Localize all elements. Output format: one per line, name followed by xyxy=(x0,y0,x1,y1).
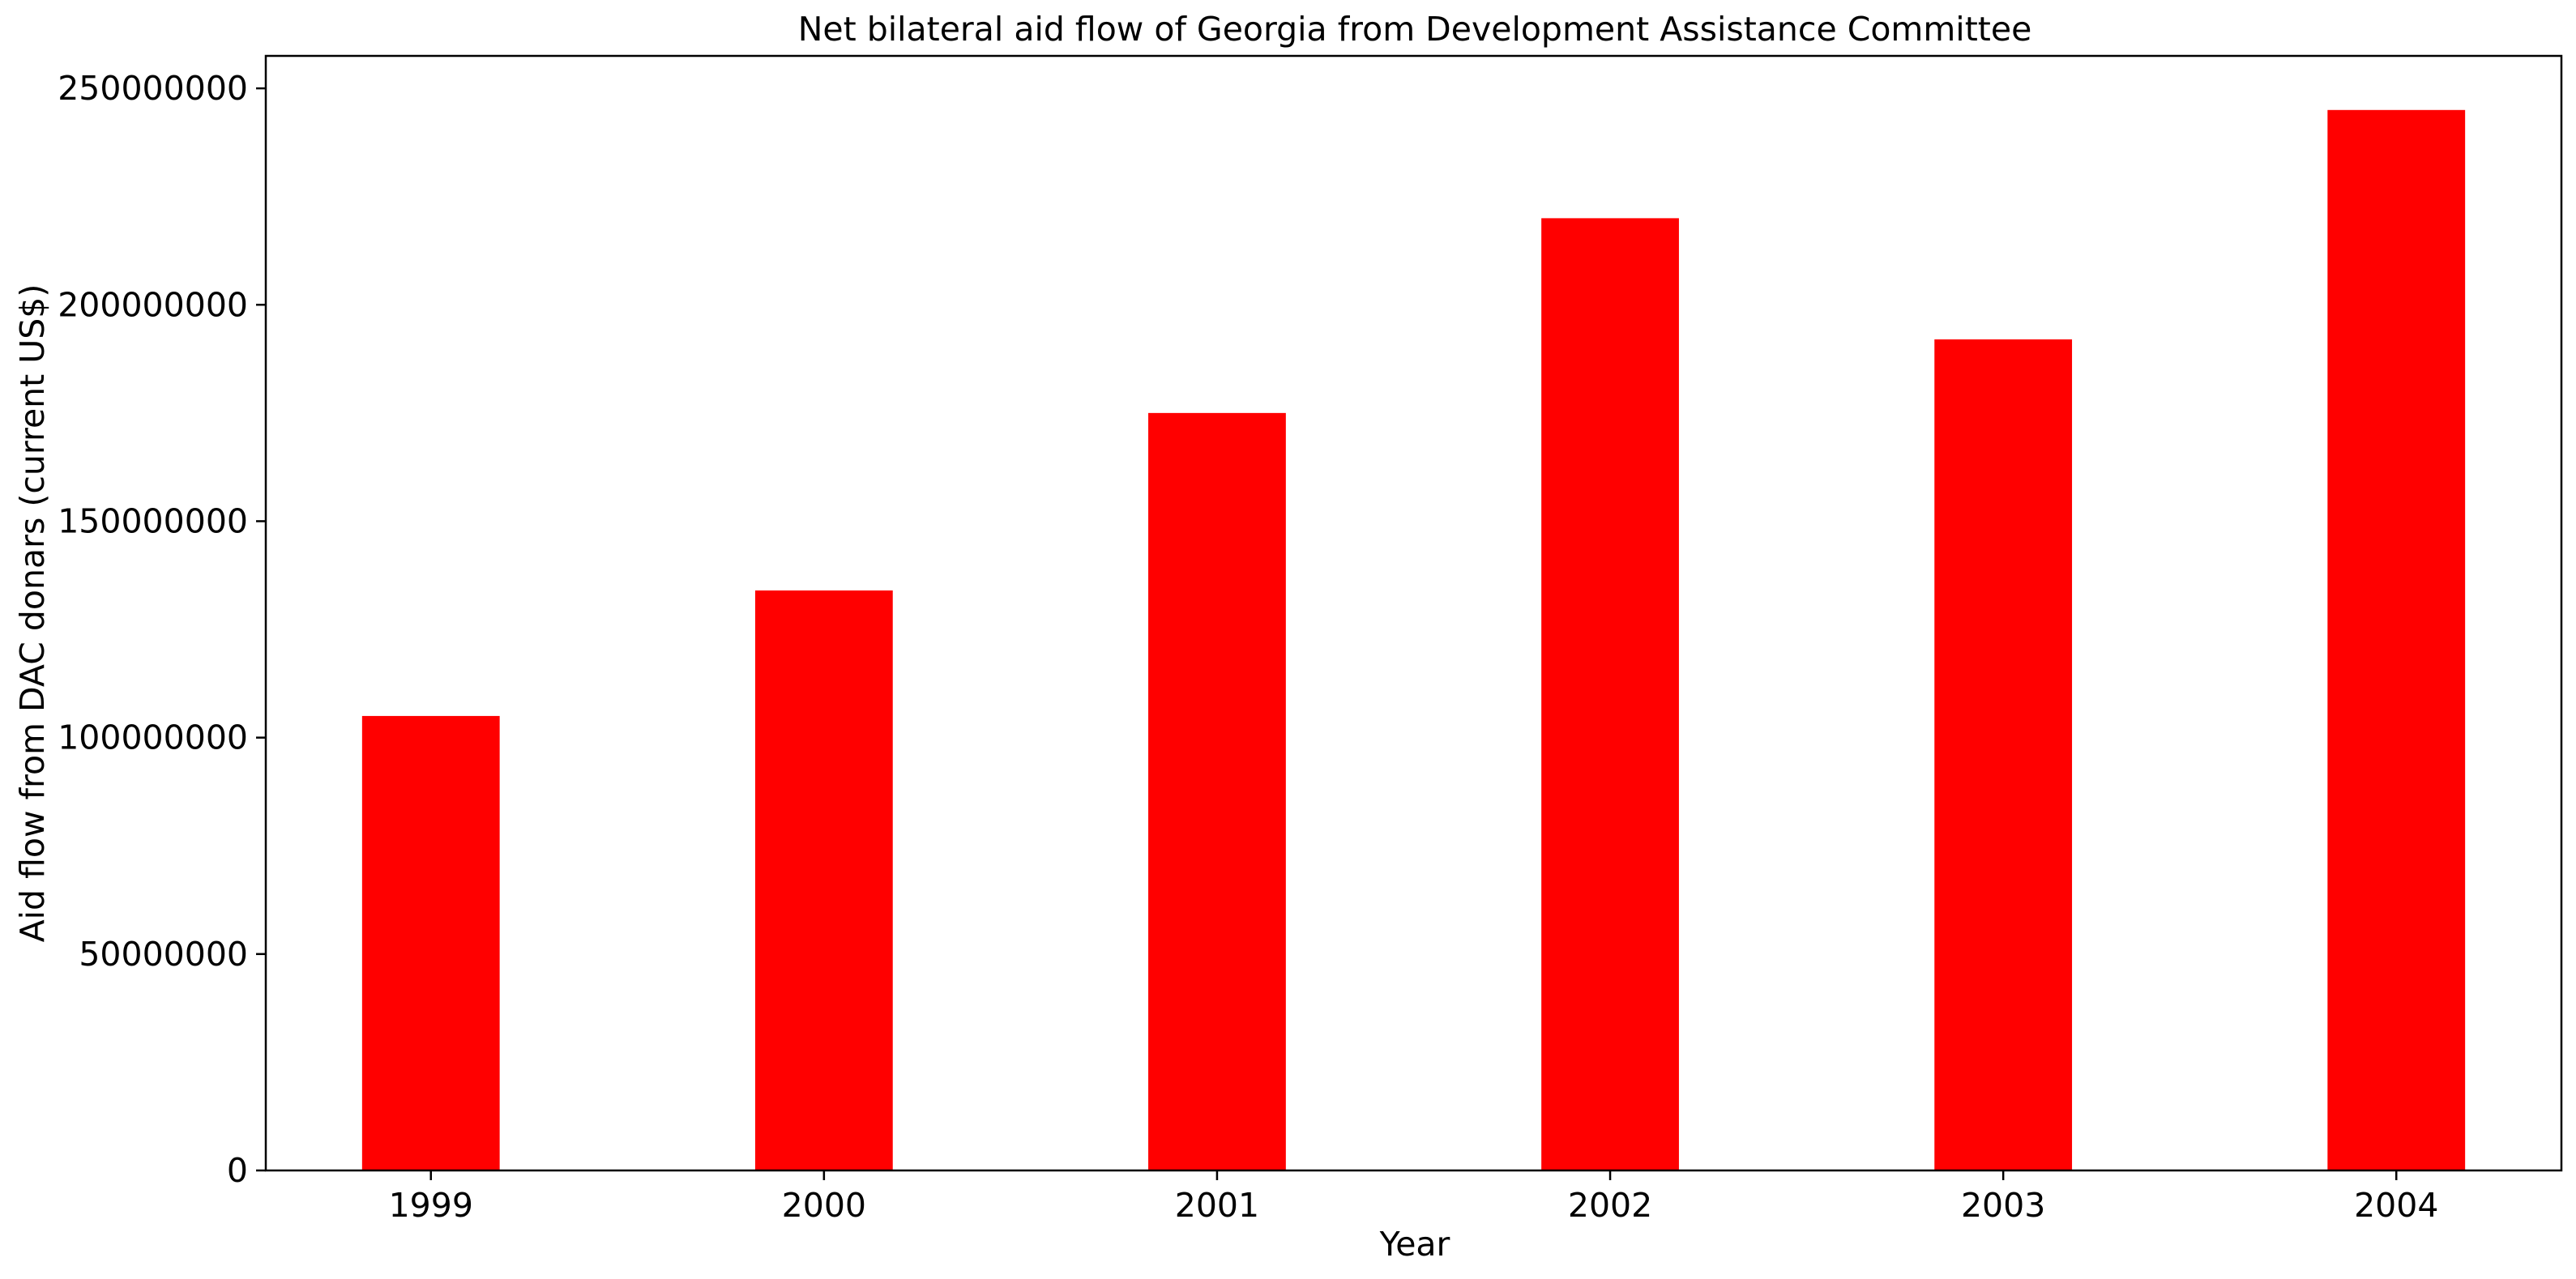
bar-2003 xyxy=(1934,339,2073,1170)
y-tick-label: 200000000 xyxy=(58,285,248,324)
plot-area: 0 50000000 100000000 150000000 200000000 2500… xyxy=(58,54,2563,1225)
y-tick-label: 50000000 xyxy=(79,935,248,974)
x-axis-label: Year xyxy=(1379,1225,1450,1264)
x-axis: 1999 2000 2001 2002 2003 2004 xyxy=(389,1170,2438,1225)
bar-2004 xyxy=(2327,109,2466,1170)
chart-title: Net bilateral aid flow of Georgia from D… xyxy=(798,10,2032,49)
x-tick-label: 2000 xyxy=(782,1186,866,1225)
bar-2001 xyxy=(1148,412,1286,1170)
x-tick-label: 1999 xyxy=(389,1186,473,1225)
x-tick-label: 2002 xyxy=(1568,1186,1652,1225)
bar-2000 xyxy=(754,590,893,1170)
y-axis: 0 50000000 100000000 150000000 200000000 2500… xyxy=(58,69,266,1190)
y-tick-label: 150000000 xyxy=(58,501,248,540)
y-tick-label: 0 xyxy=(227,1151,248,1190)
x-tick-label: 2004 xyxy=(2354,1186,2438,1225)
x-tick-label: 2003 xyxy=(1961,1186,2045,1225)
bar-2002 xyxy=(1541,218,1679,1171)
x-tick-label: 2001 xyxy=(1175,1186,1259,1225)
bar-1999 xyxy=(361,715,500,1170)
y-axis-label: Aid flow from DAC donars (current US$) xyxy=(13,284,52,943)
y-tick-label: 250000000 xyxy=(58,69,248,108)
plot-frame xyxy=(264,54,2563,1172)
bar-series xyxy=(361,109,2466,1171)
y-tick-label: 100000000 xyxy=(58,718,248,757)
